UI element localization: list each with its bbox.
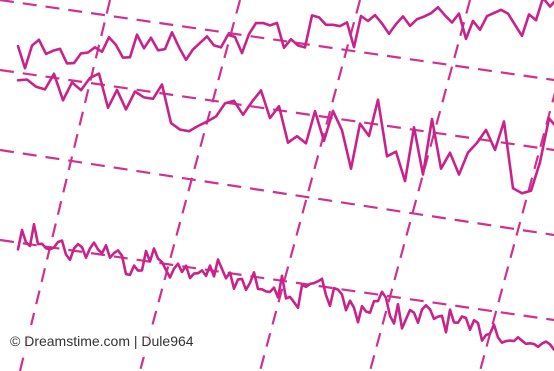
watermark-text: © Dreamstime.com | Dule964 <box>10 333 194 349</box>
grid-line <box>20 0 110 371</box>
eeg-traces <box>18 0 554 351</box>
grid-line <box>0 150 554 235</box>
eeg-trace <box>18 0 554 68</box>
grid-line <box>0 0 554 80</box>
watermark-box: © Dreamstime.com | Dule964 <box>0 325 262 357</box>
grid-line <box>260 0 360 371</box>
grid-line <box>480 0 554 371</box>
dashed-grid <box>0 0 554 371</box>
photo <box>0 0 554 371</box>
eeg-trace <box>18 74 554 194</box>
page: © Dreamstime.com | Dule964 (() => { cons… <box>0 0 554 371</box>
